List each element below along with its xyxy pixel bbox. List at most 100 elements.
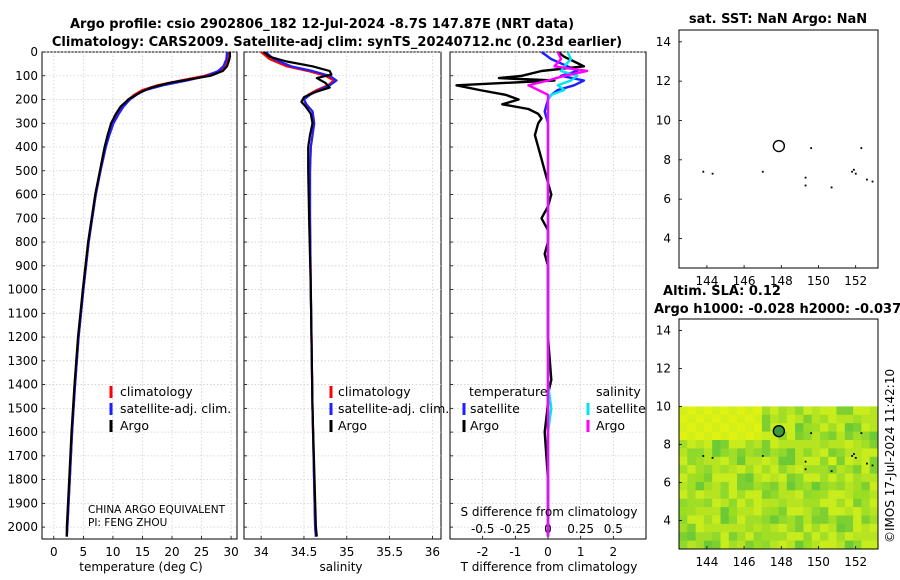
sla-cell — [687, 481, 697, 491]
sla-cell — [853, 490, 862, 500]
sla-cell — [811, 540, 821, 550]
sla-cell — [695, 515, 705, 525]
sla-cell — [770, 431, 779, 441]
sla-cell — [720, 448, 730, 458]
sla-cell — [703, 507, 713, 516]
sla-cell — [836, 456, 846, 466]
x-tick-label: 2 — [610, 545, 618, 559]
sla-cell — [712, 456, 721, 466]
sla-cell — [828, 456, 838, 466]
sla-cell — [836, 532, 846, 542]
x-tick-label: 0 — [544, 545, 552, 559]
sla-cell — [844, 465, 854, 474]
sla-cell — [679, 532, 688, 542]
sla-cell — [803, 523, 813, 533]
sla-cell — [853, 473, 862, 483]
sla-cell — [828, 406, 838, 416]
sla-cell — [778, 465, 788, 474]
y-tick-label: 100 — [15, 69, 38, 83]
legend-argo-label: Argo — [338, 418, 367, 433]
sla-cell — [753, 414, 763, 424]
sla-cell — [836, 515, 846, 525]
sla-cell — [687, 448, 697, 458]
sla-cell — [836, 490, 846, 500]
sla-cell — [786, 456, 796, 466]
sla-cell — [753, 448, 763, 458]
sla-cell — [737, 440, 746, 449]
sla-cell — [836, 414, 846, 424]
sla-cell — [761, 523, 771, 533]
sla-cell — [712, 414, 721, 424]
sla-cell — [795, 448, 804, 458]
sla-cell — [786, 481, 796, 491]
sla-cell — [761, 507, 771, 516]
sla-cell — [679, 498, 688, 508]
temperature-panel: 0100200300400500600700800900100011001200… — [7, 45, 238, 574]
y-tick-label: 500 — [15, 164, 38, 178]
sla-cell — [753, 431, 763, 441]
sla-cell — [770, 507, 779, 516]
sla-cell — [778, 456, 788, 466]
series-line-temperature-argo — [455, 51, 586, 537]
difference-xlabel-salinity: S difference from climatology — [461, 505, 638, 519]
sla-cell — [720, 532, 730, 542]
sla-cell — [861, 440, 871, 449]
sla-cell — [811, 515, 821, 525]
sla-cell — [811, 523, 821, 533]
sla-cell — [745, 465, 755, 474]
sla-cell — [770, 473, 779, 483]
y-tick-label: 1900 — [7, 496, 38, 510]
sla-cell — [786, 431, 796, 441]
sla-cell — [828, 507, 838, 516]
sla-title-line2: Argo h1000: -0.028 h2000: -0.037 — [654, 302, 900, 317]
temperature-legend: climatology satellite-adj. clim. Argo — [109, 384, 231, 433]
sla-cell — [703, 540, 713, 550]
sla-cell — [712, 406, 721, 416]
x-tick-label: 146 — [733, 274, 756, 288]
difference-legend: temperature salinity satellite Argo sate… — [462, 384, 646, 433]
x-tick-label: 35.5 — [376, 545, 403, 559]
legend-salinity-title: salinity — [596, 384, 641, 399]
x-tick-label: 5 — [80, 545, 88, 559]
sla-cell — [753, 481, 763, 491]
y-tick-label: 8 — [663, 437, 671, 451]
sla-cell — [703, 515, 713, 525]
y-tick-label: 10 — [656, 399, 671, 413]
sla-cell — [745, 532, 755, 542]
sla-cell — [728, 532, 738, 542]
sla-cell — [728, 423, 738, 433]
sla-cell — [679, 406, 688, 416]
sla-cell — [786, 423, 796, 433]
sla-cell — [761, 440, 771, 449]
sla-cell — [803, 414, 813, 424]
sla-cell — [745, 490, 755, 500]
sla-title-line1: Altim. SLA: 0.12 — [663, 284, 781, 299]
sla-cell — [703, 481, 713, 491]
sla-cell — [811, 456, 821, 466]
sla-cell — [703, 406, 713, 416]
legend-temperature-title: temperature — [469, 384, 548, 399]
sla-cell — [761, 490, 771, 500]
sla-cell — [828, 465, 838, 474]
sla-cell — [869, 406, 879, 416]
sla-cell — [712, 431, 721, 441]
sla-cell — [703, 414, 713, 424]
sla-cell — [687, 507, 697, 516]
sla-cell — [836, 481, 846, 491]
sla-cell — [720, 540, 730, 550]
sla-cell — [786, 473, 796, 483]
x-tick-label: 144 — [695, 274, 718, 288]
sla-cell — [679, 515, 688, 525]
sla-cell — [811, 498, 821, 508]
sla-cell — [828, 481, 838, 491]
sla-cell — [753, 456, 763, 466]
sla-cell — [795, 456, 804, 466]
sla-cell — [795, 431, 804, 441]
sla-cell — [712, 473, 721, 483]
sla-cell — [861, 498, 871, 508]
sla-cell — [679, 507, 688, 516]
x-tick-label: 36 — [425, 545, 440, 559]
sla-cell — [844, 448, 854, 458]
x-tick-label: 34 — [253, 545, 268, 559]
sla-axes — [678, 318, 879, 550]
